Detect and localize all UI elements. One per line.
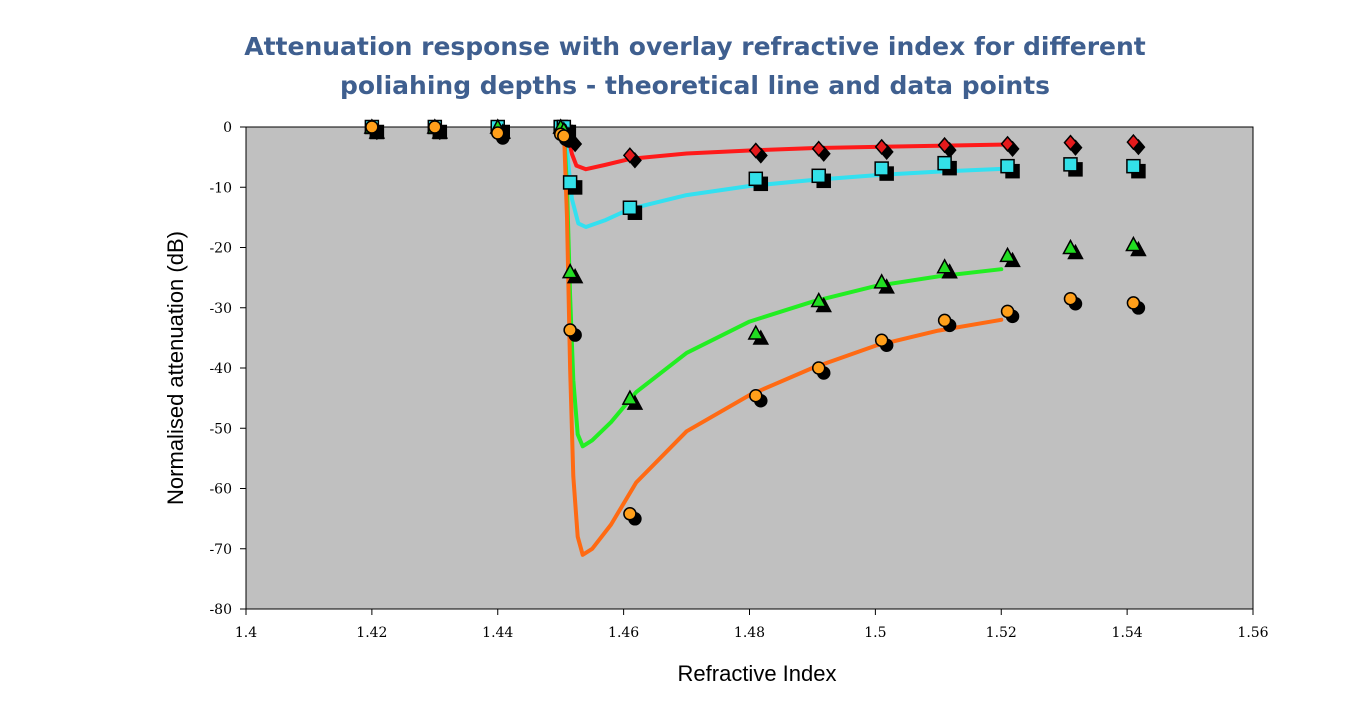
- x-tick-label-5: 1.48: [734, 625, 765, 641]
- data-point-s1-9: [811, 140, 826, 157]
- data-point-s1-13: [1063, 134, 1078, 151]
- x-tick-label-8: 1.54: [1112, 625, 1143, 641]
- data-point-s3-9: [810, 291, 827, 308]
- data-point-s4-14: [1126, 296, 1141, 310]
- x-tick-label-2: 1.42: [356, 625, 387, 641]
- data-point-s4-12: [1000, 304, 1015, 319]
- x-tick-label-7: 1.52: [986, 625, 1017, 641]
- chart-title-line-2: poliahing depths - theoretical line and …: [339, 71, 1051, 100]
- data-point-s4-13: [1063, 291, 1078, 306]
- data-point-s1-8: [748, 142, 763, 159]
- data-point-s4-8: [749, 388, 763, 403]
- data-point-s3-13: [1062, 238, 1079, 255]
- data-point-s3-7: [621, 389, 639, 405]
- data-point-s4-1: [365, 120, 379, 134]
- data-point-s2-13: [1063, 157, 1078, 172]
- y-tick-label-6: -50: [209, 421, 232, 437]
- x-axis-title: Refractive Index: [678, 661, 837, 686]
- data-point-s2-7: [622, 200, 638, 215]
- x-tick-label-1: 1.4: [235, 625, 257, 641]
- data-point-s1-10: [874, 138, 889, 156]
- data-point-s3-6: [561, 263, 579, 279]
- data-point-s2-6: [562, 175, 578, 190]
- data-point-s3-8: [747, 324, 765, 340]
- y-axis-title: Normalised attenuation (dB): [163, 231, 188, 505]
- data-point-s3-12: [999, 246, 1016, 263]
- data-point-s4-9: [811, 361, 826, 375]
- data-point-s1-11: [937, 136, 952, 154]
- y-tick-label-9: -80: [209, 602, 232, 618]
- data-point-s4-3: [491, 126, 505, 140]
- data-point-s1-7: [622, 147, 637, 164]
- x-tick-label-3: 1.44: [482, 625, 513, 641]
- data-point-s3-14: [1125, 235, 1142, 252]
- data-point-s2-11: [937, 155, 952, 171]
- plot-area: [245, 126, 1254, 610]
- y-tick-label-7: -60: [209, 482, 232, 498]
- data-point-s3-10: [873, 273, 890, 289]
- y-tick-label-1: 0: [223, 120, 232, 136]
- data-point-s2-9: [811, 168, 826, 184]
- y-tick-label-3: -20: [209, 241, 232, 257]
- y-tick-label-8: -70: [209, 542, 232, 558]
- data-point-s4-10: [874, 333, 889, 348]
- y-tick-label-4: -30: [209, 301, 232, 317]
- chart-title-line-1: Attenuation response with overlay refrac…: [244, 32, 1146, 61]
- data-point-s3-11: [936, 258, 953, 274]
- data-point-s4-11: [937, 313, 952, 328]
- data-point-s4-6: [563, 323, 577, 337]
- theory-line-4: [561, 125, 1004, 557]
- y-tick-label-2: -10: [209, 180, 232, 196]
- data-point-s2-14: [1126, 158, 1141, 174]
- x-tick-label-9: 1.56: [1237, 625, 1268, 641]
- data-point-s4-5: [557, 129, 571, 143]
- data-point-s1-14: [1126, 133, 1141, 151]
- y-tick-label-5: -40: [209, 361, 232, 377]
- data-point-s2-8: [748, 171, 764, 187]
- data-point-s4-2: [428, 120, 442, 134]
- x-tick-label-4: 1.46: [608, 625, 639, 641]
- data-point-s4-7: [623, 507, 637, 521]
- data-point-s2-12: [1000, 158, 1015, 174]
- data-point-s2-10: [874, 161, 889, 176]
- data-point-s1-12: [1000, 135, 1015, 153]
- x-tick-label-6: 1.5: [864, 625, 886, 641]
